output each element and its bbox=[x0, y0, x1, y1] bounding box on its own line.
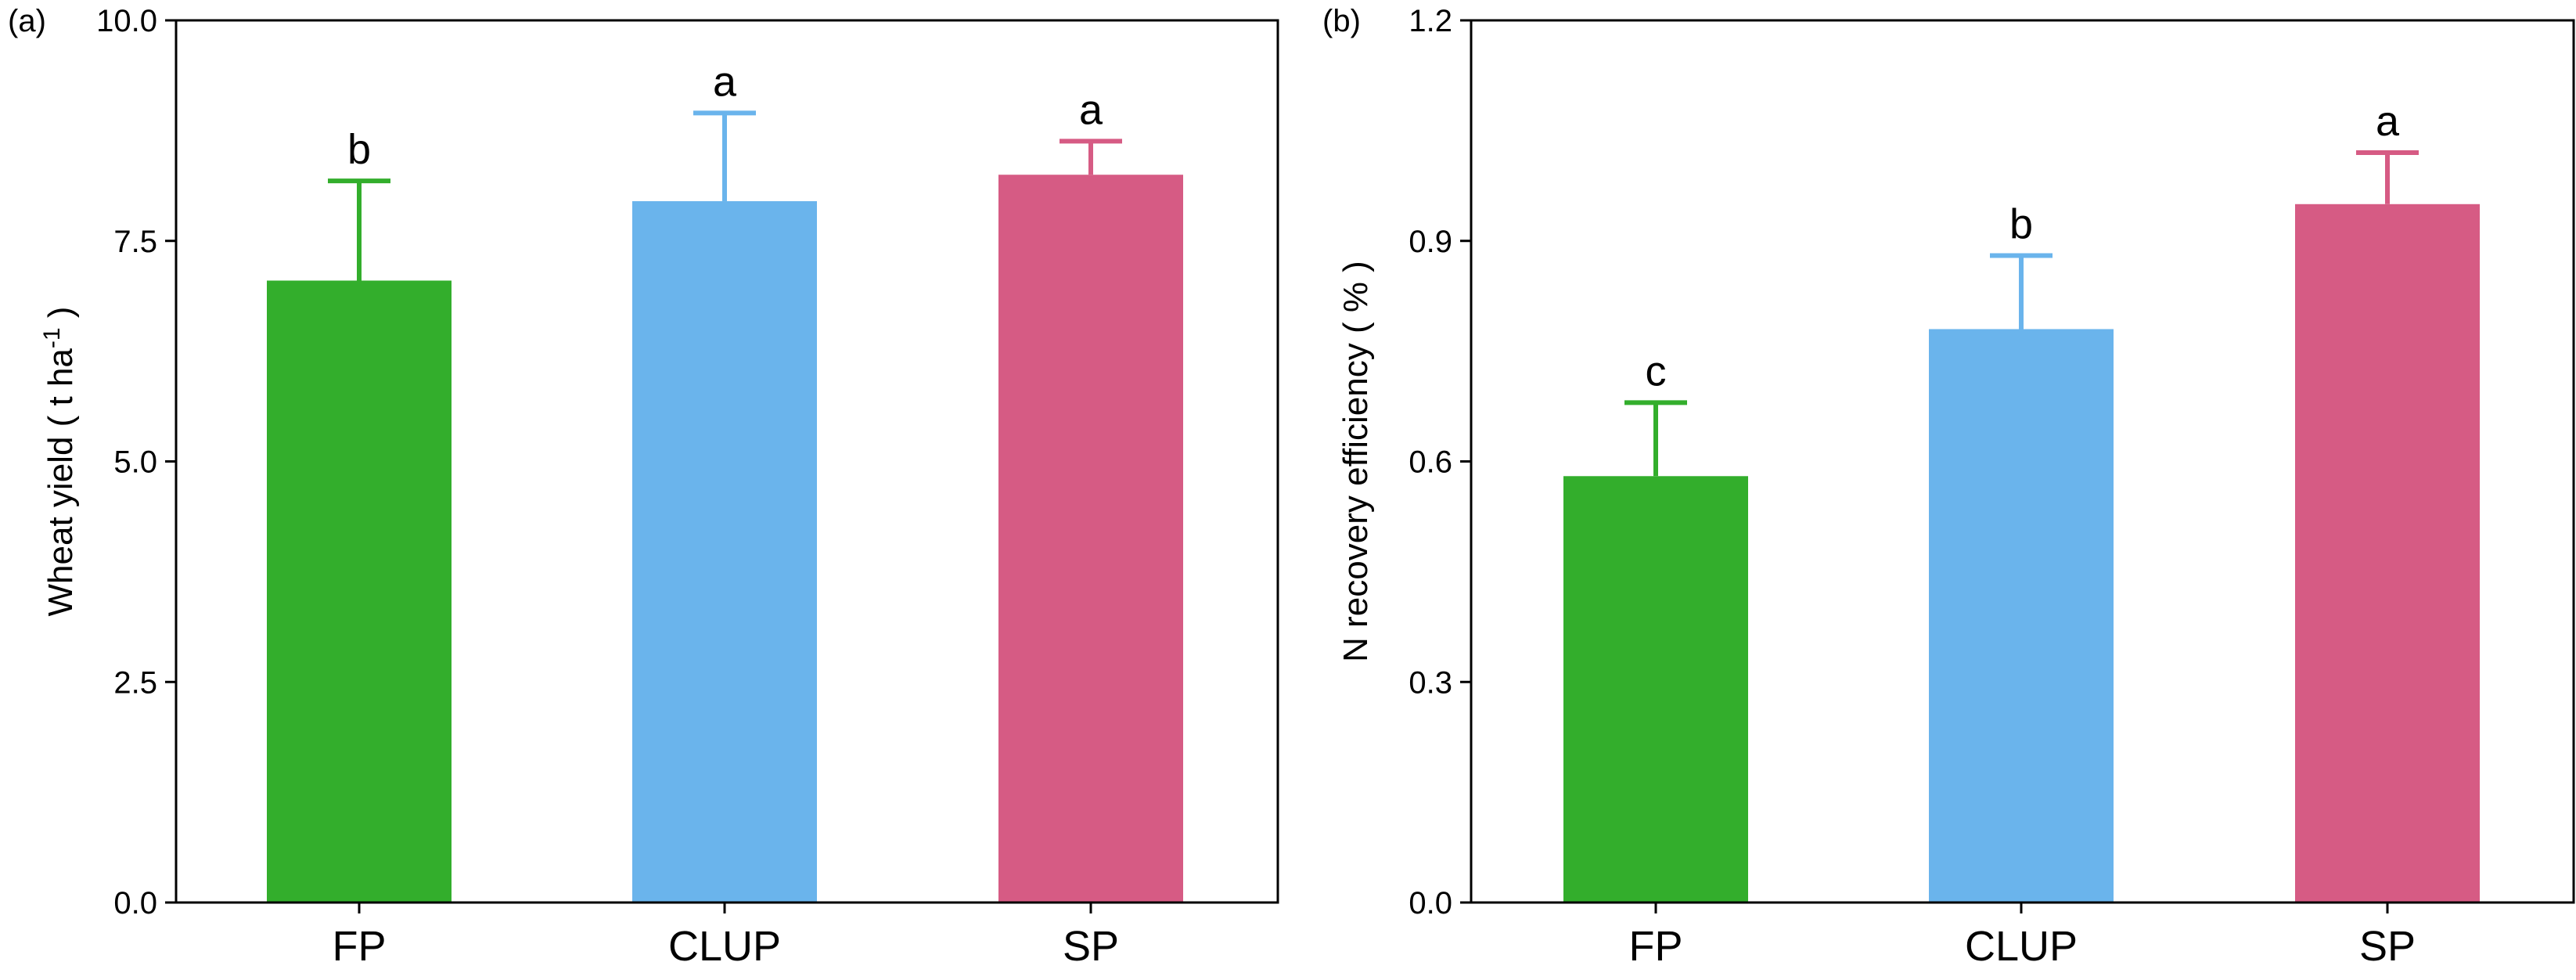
significance-label-sp: a bbox=[2376, 98, 2400, 145]
y-tick-label: 0.0 bbox=[113, 886, 157, 921]
y-axis-title-end: ) bbox=[41, 307, 80, 328]
y-axis-title: N recovery efficiency ( % ) bbox=[1337, 261, 1375, 662]
bar-clup bbox=[632, 201, 817, 903]
significance-label-clup: b bbox=[2009, 201, 2033, 248]
y-tick-label: 0.3 bbox=[1409, 665, 1452, 700]
panel-a-chart: b a a 0.0 2.5 5.0 7.5 10.0 FP CLUP SP (a) Wheat yiel… bbox=[8, 4, 1279, 970]
bar-fp bbox=[1563, 476, 1748, 903]
y-tick-label: 0.6 bbox=[1409, 445, 1452, 480]
y-tick-label: 10.0 bbox=[96, 4, 157, 38]
bar-fp bbox=[267, 280, 452, 903]
bar-sp bbox=[2295, 204, 2480, 903]
x-tick-label-clup: CLUP bbox=[1965, 923, 2078, 970]
panel-b-chart: c b a 0.0 0.3 0.6 0.9 1.2 FP CLUP SP (b) N recovery … bbox=[1322, 4, 2575, 970]
y-axis-title-superscript: -1 bbox=[39, 327, 65, 348]
x-tick-label-fp: FP bbox=[332, 923, 386, 970]
bar-clup bbox=[1929, 329, 2114, 903]
x-tick-label-sp: SP bbox=[2359, 923, 2416, 970]
panel-label: (b) bbox=[1322, 4, 1361, 38]
significance-label-sp: a bbox=[1079, 86, 1103, 133]
panel-label: (a) bbox=[8, 4, 46, 38]
y-tick-label: 5.0 bbox=[113, 445, 157, 480]
y-tick-label: 2.5 bbox=[113, 665, 157, 700]
y-axis-title: Wheat yield ( t ha-1 ) bbox=[39, 307, 80, 617]
y-tick-label: 0.9 bbox=[1409, 225, 1452, 259]
x-tick-label-sp: SP bbox=[1063, 923, 1119, 970]
y-tick-label: 7.5 bbox=[113, 225, 157, 259]
y-tick-label: 1.2 bbox=[1409, 4, 1452, 38]
significance-label-fp: b bbox=[347, 126, 371, 173]
y-axis-title-main: Wheat yield ( t ha bbox=[41, 348, 80, 617]
x-tick-label-clup: CLUP bbox=[668, 923, 781, 970]
x-tick-label-fp: FP bbox=[1628, 923, 1682, 970]
significance-label-clup: a bbox=[713, 58, 737, 105]
bar-sp bbox=[998, 175, 1183, 903]
y-tick-label: 0.0 bbox=[1409, 886, 1452, 921]
y-axis-title-main: N recovery efficiency ( % ) bbox=[1337, 261, 1375, 662]
significance-label-fp: c bbox=[1646, 348, 1667, 395]
